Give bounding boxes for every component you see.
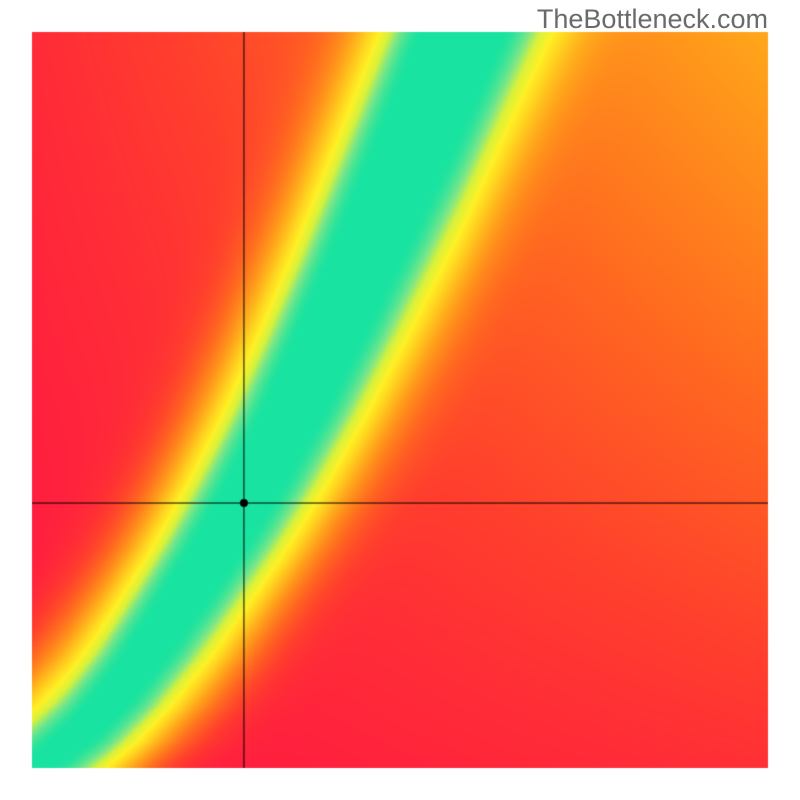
bottleneck-heatmap xyxy=(0,0,800,800)
watermark-text: TheBottleneck.com xyxy=(537,4,768,35)
chart-container: TheBottleneck.com xyxy=(0,0,800,800)
